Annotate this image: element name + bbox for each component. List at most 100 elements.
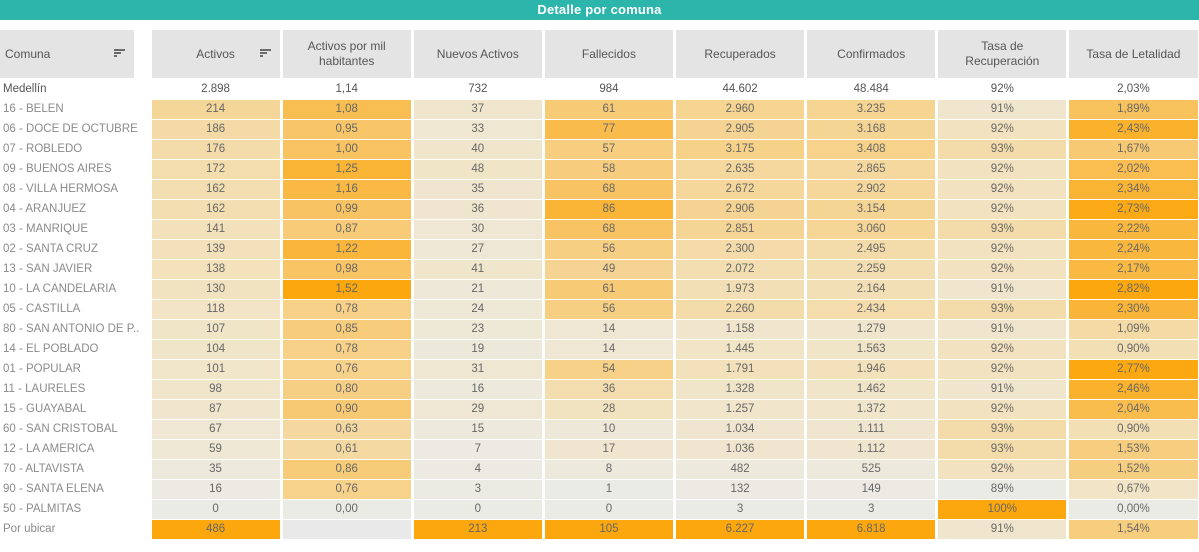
value-cell[interactable]: 16 (151, 480, 280, 499)
value-cell[interactable]: 1.036 (676, 440, 805, 459)
value-cell[interactable]: 91% (938, 320, 1067, 339)
value-cell[interactable]: 3.060 (807, 220, 936, 239)
value-cell[interactable]: 118 (151, 300, 280, 319)
value-cell[interactable]: 2.260 (676, 300, 805, 319)
value-cell[interactable]: 0 (544, 500, 673, 519)
value-cell[interactable]: 41 (413, 260, 542, 279)
row-label[interactable]: 04 - ARANJUEZ (3, 203, 87, 215)
value-cell[interactable]: 0,78 (282, 300, 411, 319)
value-cell[interactable]: 27 (413, 240, 542, 259)
value-cell[interactable]: 0,90% (1069, 340, 1198, 359)
value-cell[interactable]: 3.168 (807, 120, 936, 139)
value-cell[interactable]: 0,98 (282, 260, 411, 279)
value-cell[interactable]: 0,76 (282, 480, 411, 499)
value-cell[interactable]: 61 (544, 100, 673, 119)
value-cell[interactable]: 2.300 (676, 240, 805, 259)
value-cell[interactable]: 77 (544, 120, 673, 139)
value-cell[interactable]: 2,02% (1069, 160, 1198, 179)
value-cell[interactable]: 0,67% (1069, 480, 1198, 499)
value-cell[interactable]: 93% (938, 140, 1067, 159)
value-cell[interactable]: 89% (938, 480, 1067, 499)
row-label[interactable]: 05 - CASTILLA (3, 303, 81, 315)
value-cell[interactable]: 186 (151, 120, 280, 139)
value-cell[interactable]: 2.434 (807, 300, 936, 319)
value-cell[interactable]: 2.259 (807, 260, 936, 279)
value-cell[interactable]: 2,34% (1069, 180, 1198, 199)
value-cell[interactable]: 3.235 (807, 100, 936, 119)
value-cell[interactable]: 1.462 (807, 380, 936, 399)
value-cell[interactable]: 54 (544, 360, 673, 379)
value-cell[interactable]: 107 (151, 320, 280, 339)
value-cell[interactable]: 57 (544, 140, 673, 159)
value-cell[interactable]: 0,85 (282, 320, 411, 339)
value-cell[interactable]: 101 (151, 360, 280, 379)
value-cell[interactable]: 92% (938, 260, 1067, 279)
value-cell[interactable]: 0,61 (282, 440, 411, 459)
value-cell[interactable]: 93% (938, 220, 1067, 239)
value-cell[interactable]: 92% (938, 240, 1067, 259)
value-cell[interactable]: 0,00% (1069, 500, 1198, 519)
value-cell[interactable]: 1,00 (282, 140, 411, 159)
value-cell[interactable]: 525 (807, 460, 936, 479)
value-cell[interactable]: 2,30% (1069, 300, 1198, 319)
row-label[interactable]: 09 - BUENOS AIRES (3, 163, 112, 175)
row-label[interactable]: Por ubicar (3, 523, 56, 535)
row-label[interactable]: 60 - SAN CRISTOBAL (3, 423, 118, 435)
value-cell[interactable]: 6.227 (676, 520, 805, 539)
value-cell[interactable]: 1.034 (676, 420, 805, 439)
sort-icon[interactable] (259, 49, 271, 59)
value-cell[interactable]: 2.672 (676, 180, 805, 199)
row-label[interactable]: 11 - LAURELES (3, 383, 86, 395)
value-cell[interactable]: 2.072 (676, 260, 805, 279)
value-cell[interactable]: 2,46% (1069, 380, 1198, 399)
value-cell[interactable]: 14 (544, 340, 673, 359)
value-cell[interactable]: 2,82% (1069, 280, 1198, 299)
column-header-confirmados[interactable]: Confirmados (807, 30, 936, 78)
value-cell[interactable]: 100% (938, 500, 1067, 519)
value-cell[interactable]: 1,16 (282, 180, 411, 199)
row-label[interactable]: 12 - LA AMERICA (3, 443, 95, 455)
value-cell[interactable]: 30 (413, 220, 542, 239)
value-cell[interactable]: 132 (676, 480, 805, 499)
value-cell[interactable]: 0,80 (282, 380, 411, 399)
column-header-fallecidos[interactable]: Fallecidos (544, 30, 673, 78)
value-cell[interactable]: 48.484 (807, 80, 936, 99)
row-label[interactable]: 03 - MANRIQUE (3, 223, 88, 235)
value-cell[interactable]: 2.851 (676, 220, 805, 239)
value-cell[interactable]: 139 (151, 240, 280, 259)
value-cell[interactable]: 15 (413, 420, 542, 439)
value-cell[interactable]: 61 (544, 280, 673, 299)
value-cell[interactable]: 59 (151, 440, 280, 459)
value-cell[interactable]: 7 (413, 440, 542, 459)
value-cell[interactable]: 0,76 (282, 360, 411, 379)
value-cell[interactable]: 3.408 (807, 140, 936, 159)
value-cell[interactable]: 1 (544, 480, 673, 499)
value-cell[interactable]: 1.563 (807, 340, 936, 359)
value-cell[interactable]: 138 (151, 260, 280, 279)
value-cell[interactable]: 149 (807, 480, 936, 499)
value-cell[interactable]: 1.445 (676, 340, 805, 359)
value-cell[interactable]: 1.279 (807, 320, 936, 339)
value-cell[interactable]: 92% (938, 120, 1067, 139)
value-cell[interactable]: 92% (938, 400, 1067, 419)
value-cell[interactable]: 68 (544, 180, 673, 199)
value-cell[interactable]: 8 (544, 460, 673, 479)
value-cell[interactable]: 92% (938, 340, 1067, 359)
value-cell[interactable]: 2,22% (1069, 220, 1198, 239)
value-cell[interactable]: 92% (938, 360, 1067, 379)
value-cell[interactable]: 0 (151, 500, 280, 519)
row-label[interactable]: 16 - BELEN (3, 103, 64, 115)
value-cell[interactable]: 0,90 (282, 400, 411, 419)
value-cell[interactable]: 36 (544, 380, 673, 399)
row-label[interactable]: 50 - PALMITAS (3, 503, 82, 515)
value-cell[interactable]: 1,89% (1069, 100, 1198, 119)
value-cell[interactable]: 2,24% (1069, 240, 1198, 259)
value-cell[interactable]: 1,53% (1069, 440, 1198, 459)
value-cell[interactable]: 36 (413, 200, 542, 219)
value-cell[interactable]: 0,90% (1069, 420, 1198, 439)
row-label[interactable]: 80 - SAN ANTONIO DE P.. (3, 323, 140, 335)
value-cell[interactable]: 2.906 (676, 200, 805, 219)
value-cell[interactable]: 213 (413, 520, 542, 539)
column-header-recuperados[interactable]: Recuperados (676, 30, 805, 78)
value-cell[interactable]: 2.865 (807, 160, 936, 179)
